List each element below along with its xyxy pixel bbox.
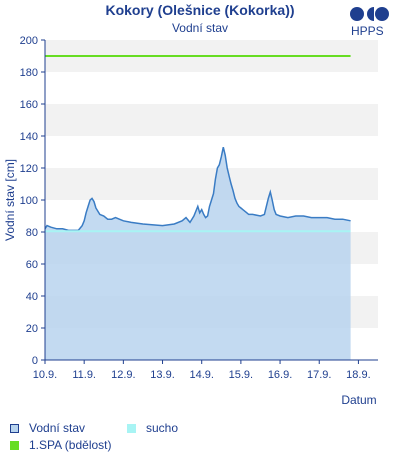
- x-tick-label: 13.9.: [150, 369, 174, 381]
- y-tick-label: 180: [20, 67, 38, 79]
- series-vodni-stav-area: [45, 147, 351, 360]
- y-tick-label: 80: [26, 227, 38, 239]
- y-tick-label: 20: [26, 323, 38, 335]
- x-tick-label: 10.9.: [33, 369, 57, 381]
- grid-band: [45, 72, 378, 104]
- chart-title: Kokory (Olešnice (Kokorka)): [105, 2, 295, 18]
- y-tick-label: 160: [20, 99, 38, 111]
- y-tick-label: 140: [20, 131, 38, 143]
- legend-swatch-sucho: [127, 424, 136, 433]
- legend-label-sucho: sucho: [146, 421, 179, 435]
- x-tick-label: 16.9.: [268, 369, 292, 381]
- x-tick-label: 14.9.: [189, 369, 213, 381]
- y-tick-label: 200: [20, 35, 38, 47]
- legend-item-spa: 1.SPA (bdělost): [10, 438, 112, 452]
- x-ticks: 10.9. 11.9. 12.9. 13.9. 14.9. 15.9. 16.9. 17.9.…: [33, 360, 371, 381]
- grid-band: [45, 104, 378, 136]
- y-axis-label: Vodní stav [cm]: [3, 159, 17, 241]
- series-vodni-stav-line: [44, 147, 351, 232]
- x-tick-label: 15.9.: [229, 369, 253, 381]
- y-tick-label: 120: [20, 163, 38, 175]
- logo-text: HPPS: [351, 24, 384, 38]
- x-tick-label: 18.9.: [346, 369, 370, 381]
- hpps-logo-icon: [350, 7, 389, 21]
- x-tick-label: 11.9.: [72, 369, 96, 381]
- x-axis-label: Datum: [341, 393, 376, 407]
- y-tick-label: 40: [26, 291, 38, 303]
- series-area: [44, 55, 351, 360]
- legend-label-spa: 1.SPA (bdělost): [29, 438, 112, 452]
- legend-swatch-vodni-stav: [10, 424, 19, 433]
- y-tick-label: 60: [26, 259, 38, 271]
- y-tick-label: 0: [32, 355, 38, 367]
- x-tick-label: 12.9.: [111, 369, 135, 381]
- y-tick-label: 100: [20, 195, 38, 207]
- grid-band: [45, 136, 378, 168]
- legend-item-sucho: sucho: [127, 421, 178, 435]
- legend-swatch-spa: [10, 441, 19, 450]
- grid-band: [45, 168, 378, 200]
- legend-label-vodni-stav: Vodní stav: [29, 421, 86, 435]
- x-tick-label: 17.9.: [307, 369, 331, 381]
- y-ticks: 0 20 40 60 80 100 120 140 160 180 200: [20, 35, 45, 367]
- legend-item-vodni-stav: Vodní stav: [10, 421, 85, 435]
- chart-subtitle: Vodní stav: [171, 21, 229, 35]
